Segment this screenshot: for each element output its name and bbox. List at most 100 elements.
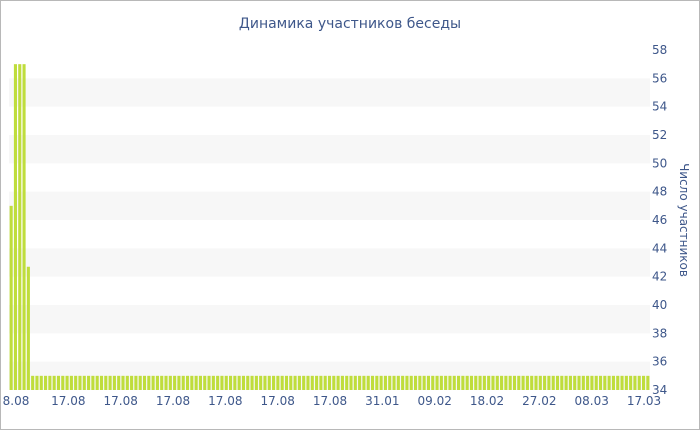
chart-title: Динамика участников беседы xyxy=(239,16,461,32)
bar xyxy=(22,64,26,391)
bar xyxy=(117,375,121,390)
bar xyxy=(104,375,108,390)
bar xyxy=(310,375,314,390)
bar xyxy=(590,375,594,390)
bar xyxy=(500,375,504,390)
bar xyxy=(568,375,572,390)
bar xyxy=(315,375,319,390)
bar xyxy=(207,375,211,390)
x-tick-label: 09.02 xyxy=(418,394,452,408)
bar xyxy=(289,375,293,390)
bar xyxy=(18,64,22,391)
x-tick-label: 08.03 xyxy=(575,394,609,408)
bar xyxy=(155,375,159,390)
bar xyxy=(431,375,435,390)
bar xyxy=(198,375,202,390)
bar xyxy=(401,375,405,390)
bar xyxy=(237,375,241,390)
bar xyxy=(388,375,392,390)
bar xyxy=(168,375,172,390)
bar xyxy=(422,375,426,390)
bar xyxy=(581,375,585,390)
bar xyxy=(91,375,95,390)
bar xyxy=(306,375,310,390)
bar xyxy=(56,375,61,390)
bar xyxy=(405,375,409,390)
bar xyxy=(181,375,185,390)
bar xyxy=(396,375,400,390)
bar xyxy=(134,375,138,390)
bar xyxy=(259,375,263,390)
bar xyxy=(272,375,276,390)
bar xyxy=(409,375,413,390)
bar xyxy=(267,375,271,390)
y-tick-label: 34 xyxy=(652,383,667,397)
y-tick-label: 52 xyxy=(652,128,667,142)
bar xyxy=(495,375,499,390)
bar xyxy=(538,375,542,390)
bar xyxy=(474,375,478,390)
x-tick-label: 8.08 xyxy=(3,394,30,408)
bar xyxy=(190,375,194,390)
bar xyxy=(250,375,254,390)
bar xyxy=(121,375,125,390)
bar xyxy=(319,375,323,390)
bar xyxy=(555,375,560,390)
bar xyxy=(435,375,439,390)
bar xyxy=(99,375,104,390)
bar xyxy=(349,375,353,390)
bar xyxy=(9,205,13,390)
bar xyxy=(332,375,336,390)
y-tick-label: 48 xyxy=(652,185,667,199)
bar xyxy=(48,375,52,390)
y-tick-label: 36 xyxy=(652,355,667,369)
bar xyxy=(512,375,517,390)
bar xyxy=(345,375,349,390)
bar xyxy=(263,375,267,390)
bar xyxy=(469,375,474,390)
bar xyxy=(633,375,637,390)
bar xyxy=(426,375,430,390)
bar xyxy=(216,375,220,390)
bar xyxy=(284,375,289,390)
bar xyxy=(551,375,555,390)
bar xyxy=(577,375,581,390)
bar xyxy=(224,375,228,390)
bar xyxy=(525,375,529,390)
bar xyxy=(375,375,379,390)
y-tick-label: 58 xyxy=(652,43,667,57)
bar xyxy=(44,375,48,390)
y-axis-ticks: 34 36 38 40 42 44 46 48 50 52 54 56 58 xyxy=(652,43,667,397)
bar xyxy=(413,375,418,390)
bar xyxy=(95,375,99,390)
bar xyxy=(573,375,577,390)
bar xyxy=(160,375,164,390)
y-axis-label: Число участников xyxy=(677,163,691,277)
bar xyxy=(327,375,332,390)
bar xyxy=(598,375,603,390)
grid-band xyxy=(9,191,650,220)
bar xyxy=(246,375,250,390)
bar xyxy=(35,375,39,390)
bar xyxy=(543,375,547,390)
bar xyxy=(353,375,357,390)
bar xyxy=(31,375,35,390)
y-tick-label: 50 xyxy=(652,156,667,170)
bar xyxy=(87,375,91,390)
bar xyxy=(461,375,465,390)
x-axis-ticks: 8.08 17.08 17.08 17.08 17.08 17.08 17.08 31.01 0… xyxy=(3,394,662,408)
bar xyxy=(418,375,422,390)
grid-band xyxy=(9,135,650,164)
bar xyxy=(112,375,116,390)
grid-bands xyxy=(9,78,650,390)
bar xyxy=(383,375,387,390)
bar xyxy=(142,375,147,390)
y-tick-label: 40 xyxy=(652,298,667,312)
bar xyxy=(13,64,17,391)
bar xyxy=(646,375,650,390)
bar xyxy=(211,375,215,390)
bar xyxy=(594,375,598,390)
bar xyxy=(220,375,224,390)
bar xyxy=(52,375,56,390)
x-tick-label: 17.03 xyxy=(627,394,661,408)
